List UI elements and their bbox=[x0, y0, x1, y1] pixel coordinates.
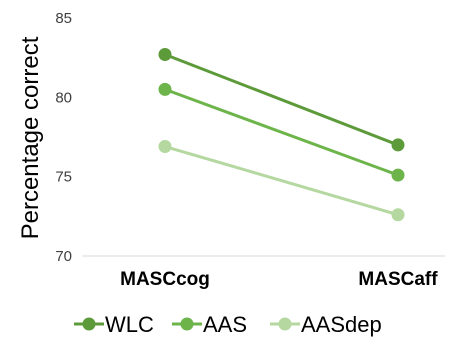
legend-marker bbox=[180, 317, 194, 331]
data-point bbox=[391, 138, 405, 152]
legend-label: WLC bbox=[105, 312, 154, 337]
legend-marker bbox=[82, 317, 96, 331]
legend-item-wlc: WLC bbox=[74, 312, 154, 337]
legend-item-aasdep: AASdep bbox=[270, 312, 382, 337]
data-point bbox=[391, 208, 405, 222]
series-wlc bbox=[158, 47, 405, 152]
series-group bbox=[158, 47, 405, 222]
legend-label: AAS bbox=[203, 312, 247, 337]
data-point bbox=[158, 82, 172, 96]
series-line bbox=[164, 145, 399, 217]
y-tick-label: 75 bbox=[55, 169, 72, 186]
x-category-labels: MASCcog MASCaff bbox=[120, 269, 438, 290]
y-tick-label: 70 bbox=[55, 248, 72, 265]
series-line bbox=[164, 87, 399, 177]
legend-label: AASdep bbox=[301, 312, 382, 337]
x-category-label: MASCcog bbox=[120, 269, 210, 290]
y-tick-labels: 70 75 80 85 bbox=[55, 10, 72, 265]
series-aasdep bbox=[158, 140, 405, 222]
legend-marker bbox=[278, 317, 292, 331]
y-axis: Percentage correct 70 75 80 85 bbox=[17, 10, 72, 265]
y-axis-label: Percentage correct bbox=[17, 36, 44, 239]
y-tick-label: 80 bbox=[55, 89, 72, 106]
legend-item-aas: AAS bbox=[172, 312, 247, 337]
x-category-label: MASCaff bbox=[358, 269, 438, 290]
data-point bbox=[158, 140, 172, 154]
series-aas bbox=[158, 82, 405, 182]
y-tick-label: 85 bbox=[55, 10, 72, 27]
data-point bbox=[391, 168, 405, 182]
legend: WLC AAS AASdep bbox=[74, 312, 382, 337]
data-point bbox=[158, 47, 172, 61]
series-line bbox=[164, 53, 399, 147]
